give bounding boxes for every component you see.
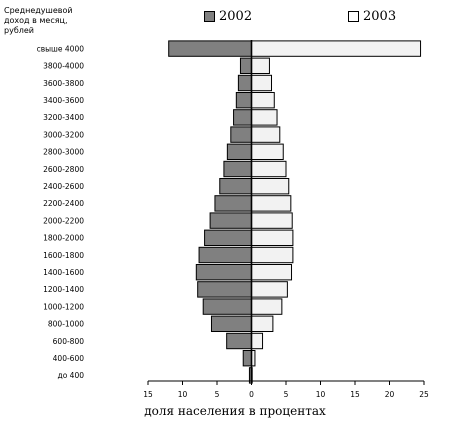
- category-label: 800-1000: [48, 320, 84, 329]
- legend-label-2003: 2003: [363, 8, 397, 24]
- bar-2002: [237, 74, 252, 92]
- bar-2002: [204, 229, 252, 247]
- category-label: 2600-2800: [43, 165, 84, 174]
- category-label: 1400-1600: [43, 268, 84, 277]
- bar-2003: [251, 298, 283, 315]
- legend-item-2002: 2002: [204, 8, 252, 24]
- category-label: 3400-3600: [43, 96, 84, 105]
- legend-item-2003: 2003: [348, 8, 396, 24]
- y-axis-title-line-2: доход в месяц,: [4, 16, 68, 25]
- y-axis-title-line-3: рублей: [4, 26, 34, 35]
- category-label: 400-600: [53, 354, 85, 363]
- bar-2003: [251, 246, 294, 264]
- bar-2002: [233, 109, 252, 126]
- bar-2002: [235, 92, 253, 109]
- bar-2002: [230, 126, 253, 143]
- category-label: 1200-1400: [43, 285, 84, 294]
- x-tick-label: 10: [316, 390, 326, 399]
- category-label: 2200-2400: [43, 199, 84, 208]
- category-label: свыше 4000: [37, 44, 85, 53]
- x-tick-label: 15: [143, 390, 153, 399]
- category-label: 1000-1200: [43, 302, 84, 311]
- bar-2003: [251, 143, 284, 161]
- bar-2003: [251, 264, 293, 281]
- bar-2002: [197, 281, 252, 298]
- bar-2003: [251, 126, 281, 143]
- bar-2002: [226, 332, 253, 350]
- category-label: 3200-3400: [43, 113, 84, 122]
- category-label: 2800-3000: [43, 148, 84, 157]
- category-label: 2000-2200: [43, 216, 84, 225]
- bar-2002: [198, 246, 252, 264]
- bar-2003: [251, 332, 264, 350]
- bar-2003: [251, 178, 290, 195]
- bar-2003: [251, 229, 294, 247]
- bar-2003: [251, 281, 288, 298]
- x-tick-label: 20: [385, 390, 395, 399]
- legend-swatch-2002: [204, 10, 215, 22]
- bar-2003: [251, 74, 273, 92]
- bar-2003: [251, 315, 274, 333]
- y-axis-title-line-1: Среднедушевой: [4, 6, 73, 15]
- bar-2002: [168, 40, 252, 57]
- bar-2002: [210, 315, 252, 333]
- bar-2003: [251, 195, 292, 212]
- bar-2002: [209, 212, 253, 229]
- bar-2003: [251, 160, 287, 178]
- bar-2003: [251, 92, 275, 109]
- x-tick-label: 10: [178, 390, 188, 399]
- bar-2002: [239, 57, 253, 74]
- bar-2002: [242, 350, 253, 367]
- bar-2002: [195, 264, 253, 281]
- bar-2002: [226, 143, 253, 161]
- x-tick-label: 25: [419, 390, 429, 399]
- category-label: 2400-2600: [43, 182, 84, 191]
- bar-2002: [219, 178, 252, 195]
- bar-2003: [251, 212, 293, 229]
- x-axis-title: доля населения в процентах: [144, 404, 326, 418]
- bar-2003: [251, 57, 270, 74]
- category-label: 3000-3200: [43, 130, 84, 139]
- x-tick-label: 5: [284, 390, 289, 399]
- bar-2002: [214, 195, 252, 212]
- x-tick-label: 15: [350, 390, 360, 399]
- y-axis-title: Среднедушевой доход в месяц, рублей: [4, 6, 73, 36]
- category-label: до 400: [58, 371, 85, 380]
- category-label: 1600-1800: [43, 251, 84, 260]
- category-label: 3600-3800: [43, 79, 84, 88]
- category-label: 600-800: [53, 337, 85, 346]
- category-label: 3800-4000: [43, 62, 84, 71]
- bar-2002: [202, 298, 252, 315]
- x-tick-label: 0: [249, 390, 254, 399]
- legend-label-2002: 2002: [219, 8, 253, 24]
- legend-swatch-2003: [348, 10, 359, 22]
- bar-2002: [223, 160, 252, 178]
- x-tick-label: 5: [215, 390, 220, 399]
- bar-2003: [251, 40, 422, 57]
- category-label: 1800-2000: [43, 234, 84, 243]
- bar-2003: [251, 109, 278, 126]
